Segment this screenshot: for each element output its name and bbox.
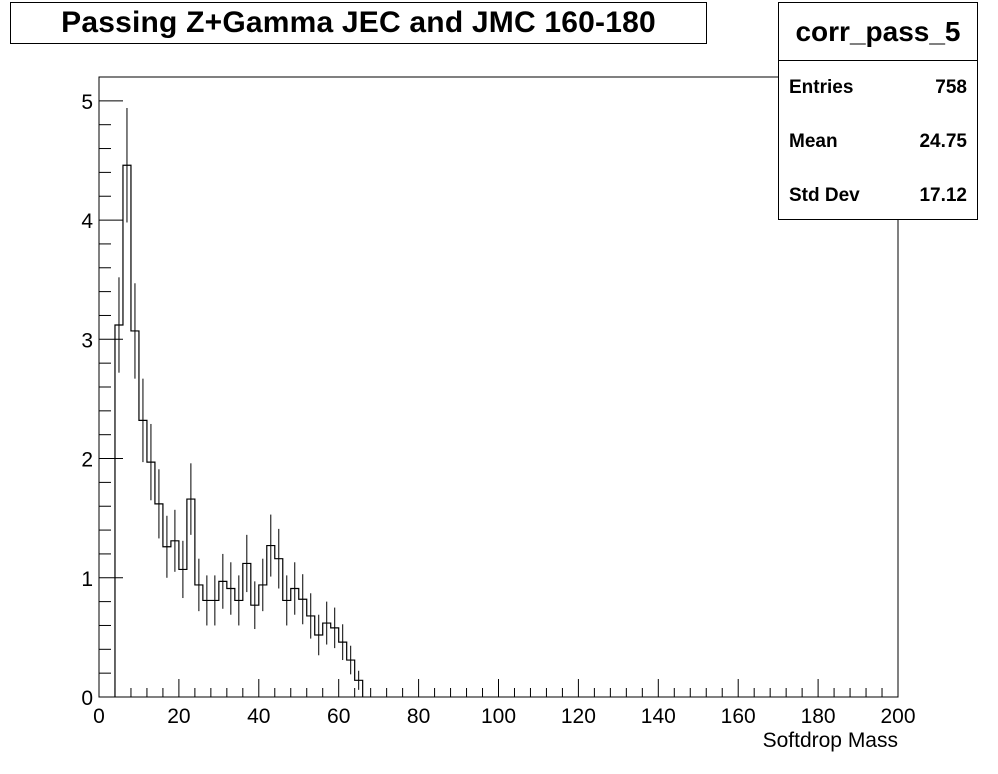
x-tick-label: 20 bbox=[167, 705, 190, 728]
x-axis-label: Softdrop Mass bbox=[763, 729, 898, 752]
stats-stddev-row: Std Dev 17.12 bbox=[789, 181, 967, 211]
stats-mean-value: 24.75 bbox=[919, 131, 967, 152]
y-tick-label: 3 bbox=[81, 329, 93, 352]
x-tick-label: 160 bbox=[721, 705, 756, 728]
stats-entries-value: 758 bbox=[935, 77, 967, 98]
chart-title-box: Passing Z+Gamma JEC and JMC 160-180 bbox=[10, 2, 707, 44]
x-tick-label: 0 bbox=[93, 705, 105, 728]
stats-stddev-label: Std Dev bbox=[789, 185, 860, 206]
x-tick-label: 40 bbox=[247, 705, 270, 728]
stats-histogram-name: corr_pass_5 bbox=[779, 3, 977, 61]
x-tick-label: 200 bbox=[880, 705, 915, 728]
x-tick-label: 180 bbox=[801, 705, 836, 728]
x-tick-label: 140 bbox=[641, 705, 676, 728]
stats-box: corr_pass_5 Entries 758 Mean 24.75 Std D… bbox=[778, 2, 978, 220]
y-tick-label: 0 bbox=[81, 687, 93, 710]
chart-title: Passing Z+Gamma JEC and JMC 160-180 bbox=[61, 6, 656, 39]
stats-stddev-value: 17.12 bbox=[919, 185, 967, 206]
y-tick-label: 2 bbox=[81, 449, 93, 472]
x-tick-label: 120 bbox=[561, 705, 596, 728]
y-tick-label: 4 bbox=[81, 210, 93, 233]
x-tick-label: 80 bbox=[407, 705, 430, 728]
x-tick-label: 100 bbox=[481, 705, 516, 728]
stats-entries-label: Entries bbox=[789, 77, 854, 98]
stats-mean-row: Mean 24.75 bbox=[789, 127, 967, 157]
histogram-outline bbox=[114, 164, 364, 697]
stats-entries-row: Entries 758 bbox=[789, 73, 967, 103]
y-tick-label: 5 bbox=[81, 91, 93, 114]
stats-mean-label: Mean bbox=[789, 131, 838, 152]
y-tick-label: 1 bbox=[81, 568, 93, 591]
x-tick-label: 60 bbox=[327, 705, 350, 728]
